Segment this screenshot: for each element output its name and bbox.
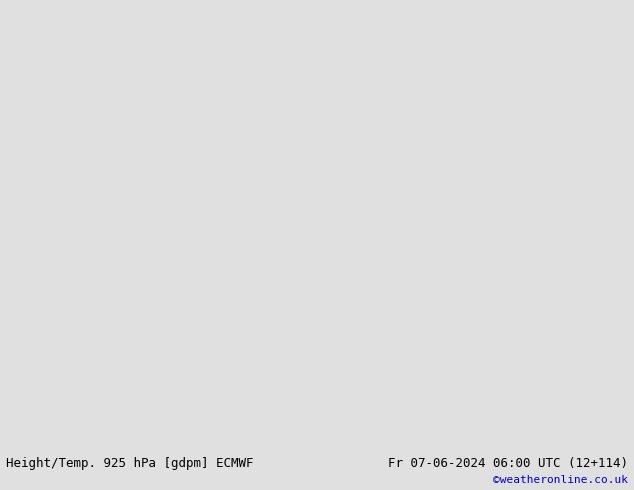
Text: Fr 07-06-2024 06:00 UTC (12+114): Fr 07-06-2024 06:00 UTC (12+114) [387, 457, 628, 469]
Text: Height/Temp. 925 hPa [gdpm] ECMWF: Height/Temp. 925 hPa [gdpm] ECMWF [6, 457, 254, 469]
Text: ©weatheronline.co.uk: ©weatheronline.co.uk [493, 475, 628, 485]
